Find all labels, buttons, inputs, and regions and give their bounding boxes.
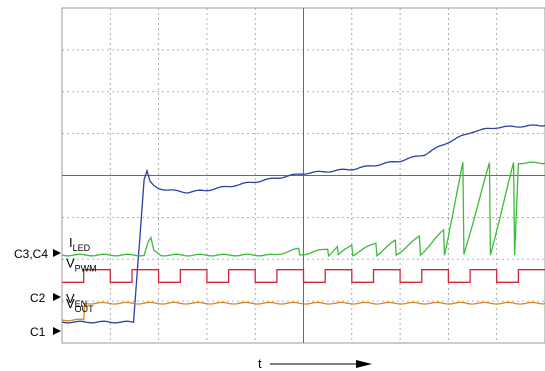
trace-vpwm (62, 269, 545, 283)
x-axis-label: t (258, 356, 262, 371)
trace-label-main: V (66, 256, 75, 271)
trace-ven (61, 301, 545, 322)
channel-marker-c1: C1 (30, 325, 46, 339)
trace-group (61, 124, 545, 324)
marker-arrow-c1 (53, 327, 61, 335)
grid (61, 7, 545, 344)
trace-label-subscript: OUT (75, 304, 95, 314)
trace-label-subscript: PWM (75, 264, 97, 274)
trace-label-main: V (66, 291, 75, 306)
marker-arrow-c2 (53, 293, 61, 301)
trace-label-main: I (69, 235, 73, 250)
time-arrow-head (356, 360, 372, 368)
trace-label-ven: VEN (66, 291, 87, 309)
trace-label-subscript: EN (75, 299, 88, 309)
trace-label-vout: VOUT (66, 296, 94, 314)
trace-label-main: V (66, 296, 75, 311)
trace-label-subscript: LED (73, 243, 91, 253)
channel-marker-c3-c4: C3,C4 (14, 247, 48, 261)
marker-arrow-c3-c4 (53, 249, 61, 257)
trace-iled (61, 161, 545, 258)
trace-label-vpwm: VPWM (66, 256, 97, 274)
trace-label-iled: ILED (69, 235, 91, 253)
channel-marker-c2: C2 (30, 291, 46, 305)
trace-vout (61, 124, 545, 324)
